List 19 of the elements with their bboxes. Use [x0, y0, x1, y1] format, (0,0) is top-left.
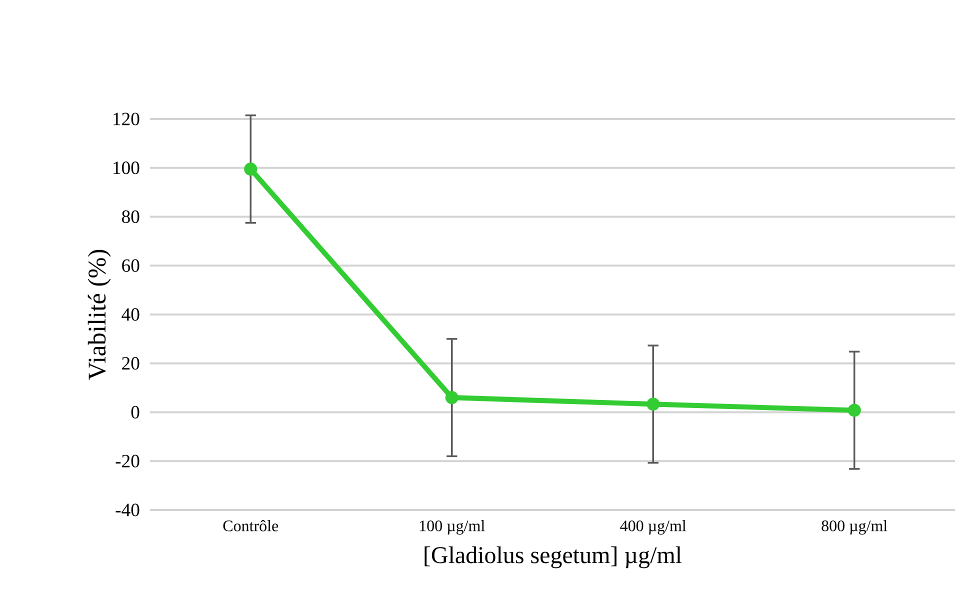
y-tick-label: 100: [114, 162, 140, 174]
y-tick-label: 0: [131, 406, 140, 419]
y-tick-label: 40: [122, 308, 140, 321]
point: [445, 391, 458, 404]
y-tick-label: 60: [122, 259, 140, 272]
point: [848, 404, 861, 417]
point: [244, 162, 258, 176]
y-tick-label: 20: [122, 357, 140, 370]
x-tick-label: 400 µg/ml: [620, 520, 686, 535]
y-axis-title: Viabilité (%): [88, 250, 111, 380]
y-tick-label: 120: [114, 112, 140, 126]
y-tick-label: -40: [116, 504, 140, 516]
y-tick-label: -20: [116, 454, 140, 468]
x-tick-label: Contrôle: [223, 520, 278, 532]
x-tick-label: 800 µg/ml: [822, 520, 888, 535]
x-axis-title: [Gladiolus segetum] µg/ml: [424, 546, 682, 568]
point: [646, 398, 660, 411]
x-tick-label: 100 µg/ml: [420, 520, 485, 535]
y-tick-label: 80: [122, 210, 140, 224]
